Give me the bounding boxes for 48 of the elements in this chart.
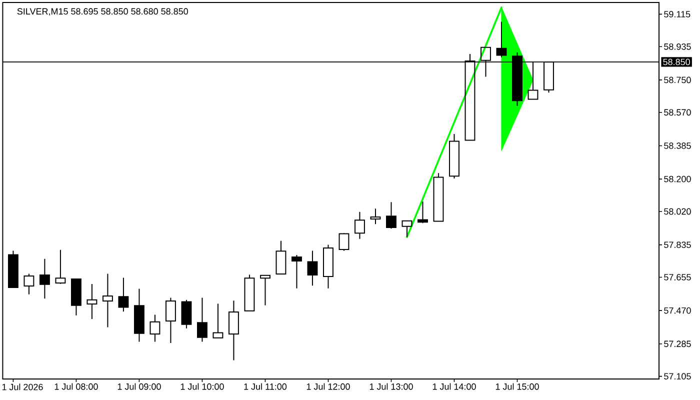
y-tick-label: 57.835 bbox=[664, 242, 691, 248]
y-tick-label: 57.105 bbox=[664, 373, 691, 380]
text: 1 Jul 2026 bbox=[2, 384, 43, 390]
candlestick bbox=[292, 254, 302, 289]
x-tick-label: 1 Jul 08:00 bbox=[54, 383, 98, 390]
y-tick-label: 57.655 bbox=[664, 274, 691, 280]
y-tick-label: 58.750 bbox=[664, 76, 691, 84]
ref-line-label: 58.850 bbox=[663, 58, 690, 66]
y-tick-label: 58.570 bbox=[664, 109, 691, 116]
candlestick bbox=[354, 211, 365, 240]
x-tick-label: 1 Jul 14:00 bbox=[432, 383, 476, 390]
candlestick bbox=[150, 314, 160, 342]
x-tick-label: 1 Jul 12:00 bbox=[306, 383, 350, 390]
candlestick bbox=[496, 21, 507, 58]
candlestick bbox=[134, 288, 144, 342]
candlestick bbox=[118, 277, 129, 312]
candlestick bbox=[260, 274, 270, 306]
candlestick bbox=[418, 201, 428, 224]
candlestick bbox=[39, 258, 50, 299]
x-tick-label: 1 Jul 13:00 bbox=[370, 383, 413, 390]
candlestick bbox=[165, 297, 176, 344]
x-tick-label: 1 Jul 15:00 bbox=[496, 383, 539, 390]
y-tick-label: 58.020 bbox=[664, 208, 691, 215]
text: SILVER,M15 58.695 58.850 58.680 58.850 bbox=[17, 8, 188, 16]
candlestick bbox=[70, 278, 82, 316]
candlestick bbox=[24, 273, 34, 295]
x-tick-label: 1 Jul 11:00 bbox=[244, 383, 287, 390]
candlestick bbox=[55, 249, 66, 284]
candlestick bbox=[323, 244, 334, 289]
y-tick-label: 59.115 bbox=[664, 11, 690, 18]
candlestick bbox=[370, 208, 381, 225]
candlestick bbox=[196, 297, 208, 342]
y-tick-label: 58.385 bbox=[664, 142, 691, 149]
candlestick bbox=[307, 250, 318, 286]
candlestick bbox=[86, 284, 98, 320]
candlestick bbox=[449, 134, 460, 179]
y-tick-label: 58.935 bbox=[664, 43, 691, 50]
candlestick bbox=[402, 220, 412, 238]
candlestick bbox=[386, 202, 396, 230]
candlestick bbox=[228, 300, 239, 361]
candlestick bbox=[212, 303, 224, 338]
candlestick bbox=[276, 240, 286, 274]
y-tick-label: 57.285 bbox=[664, 340, 691, 348]
x-tick-label: 1 Jul 10:00 bbox=[180, 383, 224, 390]
y-tick-label: 58.200 bbox=[664, 176, 691, 182]
x-tick-label: 1 Jul 09:00 bbox=[118, 383, 161, 390]
candlestick bbox=[102, 273, 113, 328]
y-tick-label: 57.470 bbox=[664, 307, 691, 314]
